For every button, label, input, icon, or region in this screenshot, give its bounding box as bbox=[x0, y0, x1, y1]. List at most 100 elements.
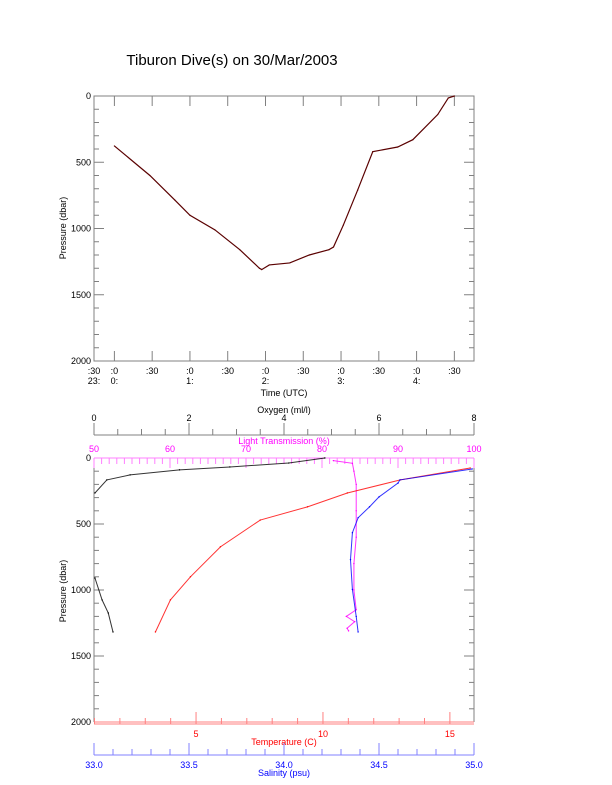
salinity-point bbox=[357, 517, 359, 519]
light-axis-label: Light Transmission (%) bbox=[238, 436, 330, 446]
light-point bbox=[355, 483, 357, 486]
light-tick-label: 90 bbox=[393, 444, 403, 454]
temperature-point bbox=[219, 546, 222, 548]
oxygen-point bbox=[101, 599, 103, 601]
dive-point bbox=[289, 262, 291, 264]
y-tick-label: 1500 bbox=[71, 290, 91, 300]
x-tick-label-minute: :30 bbox=[221, 366, 234, 376]
light-tick-label: 60 bbox=[165, 444, 175, 454]
salinity-point bbox=[368, 506, 371, 508]
light-tick-label: 70 bbox=[241, 444, 251, 454]
x-tick-label-hour: 2: bbox=[262, 376, 270, 386]
light-point bbox=[353, 470, 355, 472]
dive-point bbox=[268, 264, 270, 266]
salinity-tick-label: 35.0 bbox=[465, 760, 483, 770]
x-tick-label-hour: 3: bbox=[337, 376, 345, 386]
dive-point bbox=[308, 254, 310, 256]
oxygen-profile-line bbox=[94, 577, 114, 633]
salinity-tick-label: 33.5 bbox=[180, 760, 198, 770]
y-tick-label: 1000 bbox=[71, 224, 91, 234]
dive-point bbox=[437, 113, 439, 116]
x-tick-label-hour: 23: bbox=[88, 376, 101, 386]
x-tick-label-minute: :0 bbox=[262, 366, 270, 376]
oxygen-tick-label: 0 bbox=[91, 413, 96, 423]
temperature-point bbox=[154, 631, 157, 633]
light-point bbox=[332, 459, 335, 462]
oxygen-point bbox=[178, 469, 181, 471]
temperature-point bbox=[259, 519, 261, 521]
dive-point bbox=[239, 249, 241, 251]
x-tick-label-minute: :0 bbox=[413, 366, 421, 376]
chart-title: Tiburon Dive(s) on 30/Mar/2003 bbox=[126, 52, 337, 69]
salinity-tick-label: 34.5 bbox=[370, 760, 388, 770]
dive-point bbox=[261, 268, 263, 271]
x-tick-label-hour: 0: bbox=[111, 376, 119, 386]
dive-point bbox=[412, 139, 414, 141]
oxygen-point bbox=[94, 492, 96, 494]
light-point bbox=[355, 609, 357, 611]
temperature-tick-label: 5 bbox=[194, 729, 199, 739]
x-tick-label-minute: :0 bbox=[111, 366, 119, 376]
profile-plot: Oxygen (ml/l) Light Transmission (%) Tem… bbox=[58, 405, 483, 778]
dive-time-plot: Time (UTC) Pressure (dbar) 0 500 1000 1500 2… bbox=[58, 91, 475, 398]
y-tick-label: 500 bbox=[76, 157, 91, 167]
salinity-point bbox=[351, 532, 354, 534]
dive-point bbox=[372, 151, 374, 153]
light-point bbox=[353, 620, 356, 623]
dive-point bbox=[189, 214, 191, 216]
dive-point bbox=[258, 267, 261, 269]
salinity-point bbox=[397, 482, 399, 484]
x-tick-label-hour: 4: bbox=[413, 376, 421, 386]
dive-point bbox=[174, 199, 176, 201]
oxygen-tick-label: 8 bbox=[471, 413, 476, 423]
temperature-profile-line bbox=[154, 467, 471, 633]
x-tick-label-hour: 1: bbox=[186, 376, 194, 386]
dive-point bbox=[113, 145, 115, 147]
y-axis-label: Pressure (dbar) bbox=[58, 197, 68, 260]
oxygen-tick-label: 4 bbox=[281, 413, 286, 423]
x-tick-label-minute: :30 bbox=[146, 366, 159, 376]
x-tick-label-minute: :0 bbox=[337, 366, 345, 376]
dive-point bbox=[397, 146, 399, 148]
oxygen-point bbox=[106, 479, 108, 481]
light-tick-label: 50 bbox=[89, 444, 99, 454]
light-tick-label: 100 bbox=[466, 444, 481, 454]
y-tick-label: 0 bbox=[86, 91, 91, 101]
salinity-profile-line bbox=[349, 468, 473, 633]
x-tick-label-minute: :30 bbox=[448, 366, 461, 376]
temperature-point bbox=[346, 492, 349, 494]
y-axis-label-2: Pressure (dbar) bbox=[58, 560, 68, 623]
salinity-point bbox=[355, 615, 357, 618]
y-tick-label: 500 bbox=[76, 519, 91, 529]
dive-point bbox=[453, 95, 455, 97]
salinity-point bbox=[357, 631, 359, 633]
y-tick-label: 1000 bbox=[71, 585, 91, 595]
x-tick-label-minute: :30 bbox=[297, 366, 310, 376]
oxygen-point bbox=[229, 466, 231, 468]
temperature-point bbox=[169, 599, 172, 601]
x-tick-label-minute: :30 bbox=[373, 366, 386, 376]
temperature-axis-label: Temperature (C) bbox=[251, 737, 317, 747]
oxygen-point bbox=[107, 612, 109, 614]
oxygen-point bbox=[288, 462, 290, 464]
y-tick-label: 0 bbox=[86, 453, 91, 463]
dive-point bbox=[328, 249, 330, 251]
x-axis-label: Time (UTC) bbox=[261, 388, 308, 398]
oxygen-point bbox=[324, 457, 326, 459]
salinity-point bbox=[349, 558, 352, 561]
light-point bbox=[355, 510, 357, 512]
light-point bbox=[353, 589, 355, 591]
salinity-point bbox=[378, 496, 380, 498]
oxygen-point bbox=[112, 631, 114, 633]
light-point bbox=[353, 562, 355, 565]
light-tick-label: 80 bbox=[317, 444, 327, 454]
temperature-tick-label: 10 bbox=[318, 729, 328, 739]
salinity-point bbox=[351, 588, 354, 591]
dive-point bbox=[447, 97, 449, 99]
temperature-point bbox=[306, 506, 309, 508]
oxygen-point bbox=[94, 577, 96, 579]
light-point bbox=[351, 462, 354, 464]
salinity-point bbox=[399, 479, 401, 481]
dive-point bbox=[357, 189, 359, 191]
